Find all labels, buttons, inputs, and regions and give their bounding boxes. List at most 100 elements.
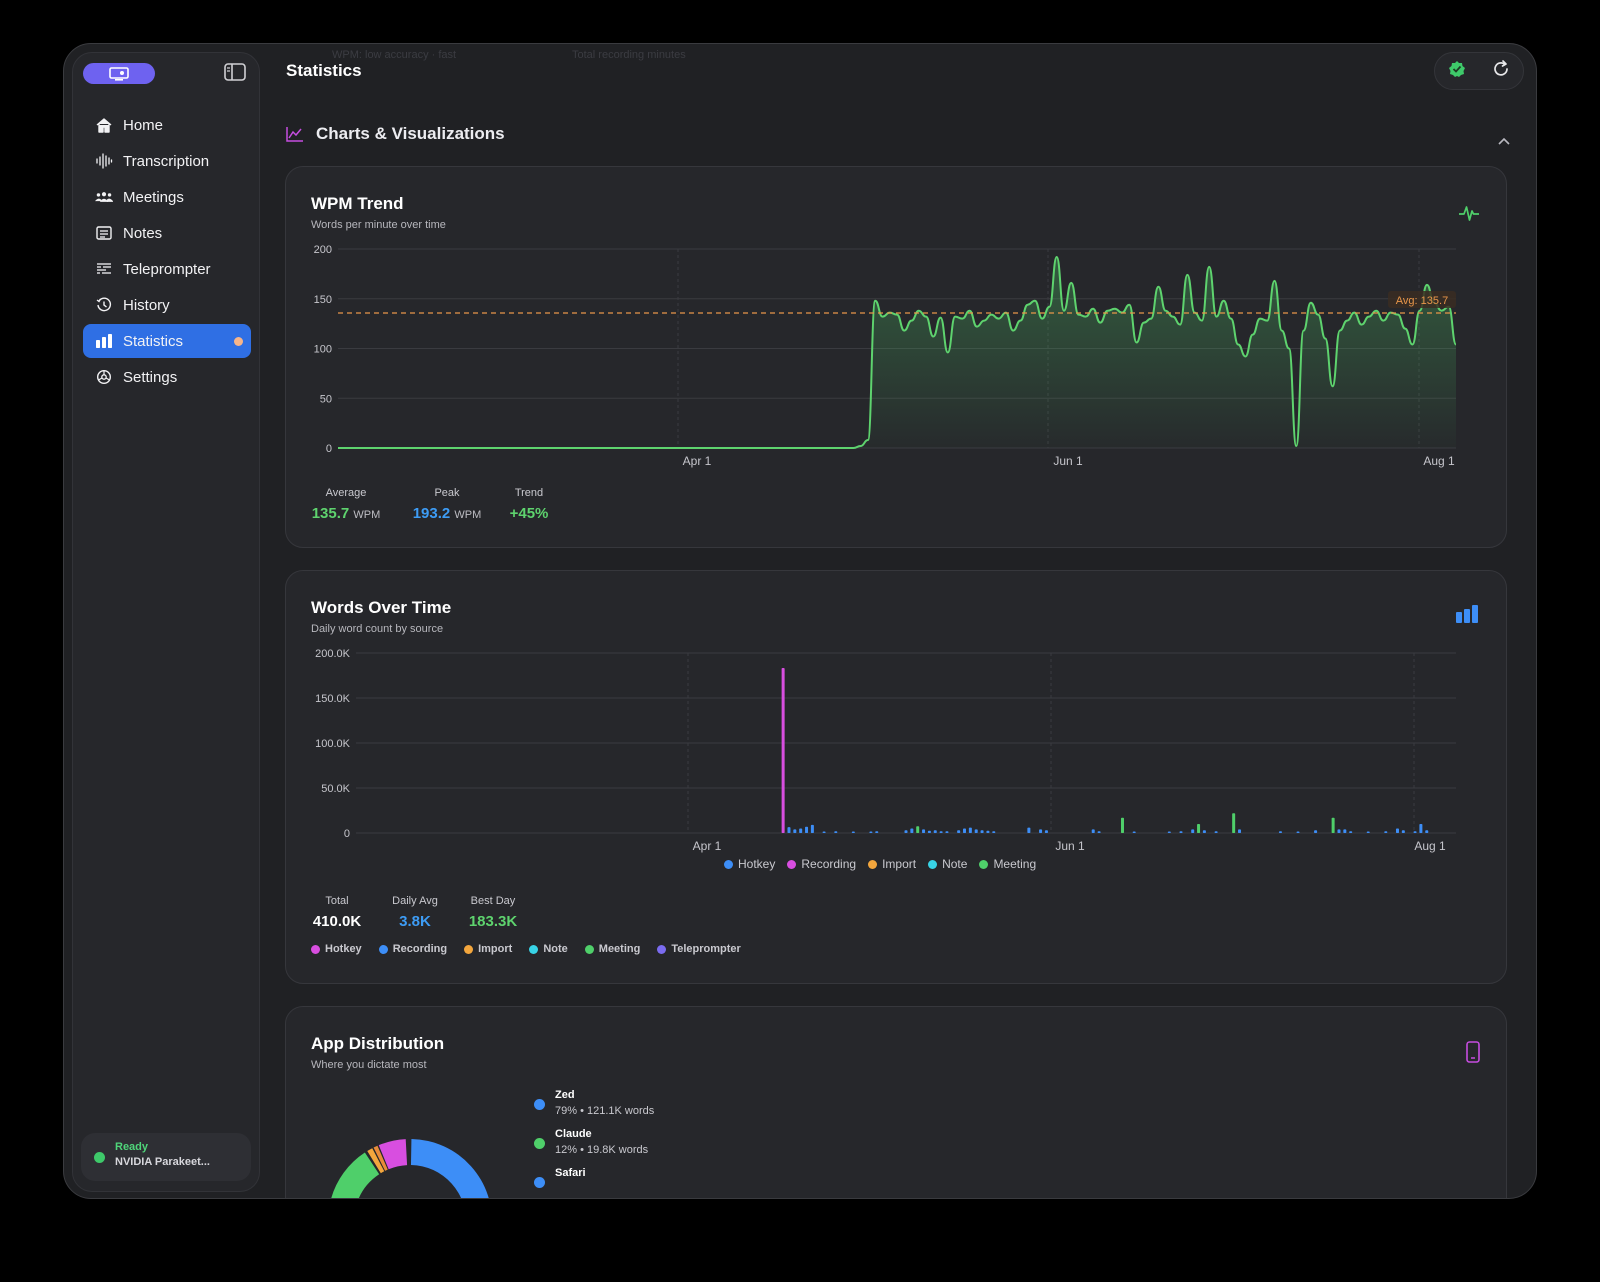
home-icon [95, 116, 113, 134]
source-legend-item: Note [529, 943, 568, 955]
sidebar-item-home[interactable]: Home [83, 108, 251, 142]
bar-hotkey [1027, 827, 1031, 833]
section-title: Charts & Visualizations [316, 124, 505, 143]
bar-hotkey [1167, 831, 1171, 833]
sidebar-item-meetings[interactable]: Meetings [83, 180, 251, 214]
x-tick-label: Aug 1 [1414, 839, 1446, 853]
legend-item: Meeting [979, 857, 1036, 871]
total-words-stat: Total 410.0K [311, 895, 363, 930]
legend-label: Recording [392, 943, 448, 955]
legend-item: Recording [787, 857, 856, 871]
source-legend-item: Meeting [584, 943, 640, 955]
bar-hotkey [1132, 831, 1136, 833]
bar-hotkey [1191, 829, 1195, 833]
bar-hotkey [1384, 831, 1388, 833]
sidebar-toggle-button[interactable] [223, 61, 247, 83]
y-tick-label: 100.0K [315, 738, 351, 750]
x-tick-label: Jun 1 [1053, 454, 1083, 468]
bar-hotkey [851, 831, 855, 833]
sidebar-item-teleprompter[interactable]: Teleprompter [83, 252, 251, 286]
bar-hotkey [992, 831, 996, 833]
sidebar-item-notes[interactable]: Notes [83, 216, 251, 250]
app-color-swatch [534, 1099, 545, 1110]
card-subtitle: Words per minute over time [311, 219, 446, 231]
toolbar-actions [1434, 52, 1524, 90]
collapse-section-button[interactable] [1498, 132, 1510, 150]
bar-hotkey [904, 830, 908, 833]
y-tick-label: 200 [314, 244, 332, 256]
bar-hotkey [927, 830, 931, 833]
bar-hotkey [957, 830, 961, 833]
stat-value: 193.2 [412, 505, 451, 522]
bar-meeting [1120, 817, 1124, 833]
sidebar-item-history[interactable]: History [83, 288, 251, 322]
legend-swatch [464, 944, 474, 954]
sidebar-item-settings[interactable]: Settings [83, 360, 251, 394]
bar-hotkey [963, 828, 967, 833]
refresh-icon [1493, 59, 1508, 76]
scrolled-content-ghost: WPM: low accuracy · fast [332, 49, 457, 61]
app-color-swatch [534, 1138, 545, 1149]
bar-hotkey [805, 826, 809, 833]
y-tick-label: 150 [314, 294, 332, 306]
display-person-icon [109, 66, 129, 81]
bar-hotkey [1091, 829, 1095, 833]
verified-badge-button[interactable] [1448, 60, 1466, 83]
bar-hotkey [939, 831, 943, 833]
sidebar-item-label: History [123, 296, 170, 314]
legend-label: Note [942, 857, 968, 871]
wpm-trend-stat: Trend +45% [504, 487, 554, 522]
app-usage: 79% • 121.1K words [555, 1105, 655, 1117]
stat-value: 410.0K [312, 913, 362, 930]
sidebar-toggle-icon [224, 63, 246, 81]
sidebar-item-label: Notes [123, 224, 163, 242]
phone-icon [1466, 1041, 1480, 1068]
refresh-button[interactable] [1491, 59, 1511, 84]
stat-label: Average [325, 487, 367, 499]
y-tick-label: 0 [344, 828, 350, 840]
bar-hotkey [1314, 830, 1318, 833]
x-tick-label: Apr 1 [683, 454, 712, 468]
app-name: Zed [555, 1089, 575, 1101]
bar-hotkey [1097, 831, 1101, 833]
bar-hotkey [875, 831, 879, 833]
profile-switch-button[interactable] [83, 63, 155, 84]
bar-hotkey [793, 829, 797, 833]
stat-value: 3.8K [399, 913, 431, 930]
teleprompter-icon [95, 260, 113, 278]
legend-label: Note [543, 943, 568, 955]
bar-chart-icon [95, 332, 113, 350]
bar-hotkey [974, 829, 978, 833]
status-text: Ready [115, 1141, 149, 1153]
legend-swatch [529, 944, 539, 954]
source-legend-item: Recording [378, 943, 448, 955]
wpm-peak-stat: Peak 193.2 WPM [409, 487, 485, 522]
chart-legend: Hotkey Recording Import Note Meeting [724, 857, 1048, 871]
daily-avg-stat: Daily Avg 3.8K [388, 895, 442, 930]
app-color-swatch [534, 1177, 545, 1188]
sidebar-item-label: Statistics [123, 332, 184, 350]
sidebar-nav: Home Transcription Meetings Notes Telepr… [83, 108, 251, 396]
line-chart-icon [286, 127, 303, 142]
app-donut-chart: 17 [331, 1139, 489, 1198]
bar-hotkey [1044, 830, 1048, 833]
gear-icon [95, 368, 113, 386]
sidebar: Home Transcription Meetings Notes Telepr… [72, 52, 260, 1192]
section-header[interactable]: Charts & Visualizations [286, 124, 505, 144]
legend-item: Note [928, 857, 967, 871]
app-window: Home Transcription Meetings Notes Telepr… [63, 43, 1537, 1199]
bar-hotkey [1401, 830, 1405, 833]
bar-hotkey [1366, 831, 1370, 833]
wpm-average-stat: Average 135.7 WPM [311, 487, 381, 522]
y-tick-label: 100 [314, 344, 332, 356]
bar-recording [781, 668, 785, 833]
x-tick-label: Jun 1 [1055, 839, 1085, 853]
model-status-card[interactable]: Ready NVIDIA Parakeet... [81, 1133, 251, 1181]
sidebar-item-transcription[interactable]: Transcription [83, 144, 251, 178]
legend-label: Recording [801, 857, 857, 871]
app-distribution-card: App Distribution Where you dictate most … [285, 1006, 1507, 1198]
legend-swatch [787, 859, 797, 869]
bar-hotkey [910, 828, 914, 833]
sidebar-item-statistics[interactable]: Statistics [83, 324, 251, 358]
bar-hotkey [1039, 829, 1043, 833]
